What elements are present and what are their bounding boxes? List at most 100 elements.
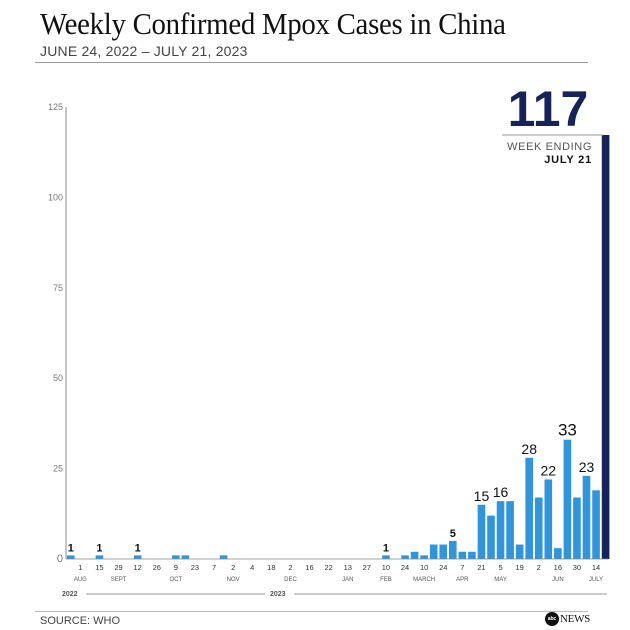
data-label: 15 bbox=[474, 488, 490, 504]
bar bbox=[544, 479, 553, 559]
bar bbox=[401, 555, 409, 559]
x-tick-label: 18 bbox=[267, 563, 275, 572]
x-tick-label: 15 bbox=[95, 563, 103, 572]
x-tick-label: 2 bbox=[537, 563, 541, 572]
bar bbox=[382, 555, 390, 559]
chart-title: Weekly Confirmed Mpox Cases in China bbox=[40, 6, 506, 41]
month-label: MAY bbox=[494, 577, 507, 583]
data-label: 22 bbox=[541, 462, 557, 478]
x-tick-label: 1 bbox=[78, 563, 82, 572]
data-label: 23 bbox=[579, 459, 595, 475]
month-label: OCT bbox=[170, 577, 183, 583]
y-axis: 0 25 50 75 100 125 bbox=[48, 102, 67, 565]
y-tick-label: 125 bbox=[48, 102, 63, 112]
x-tick-label: 24 bbox=[401, 563, 409, 572]
x-tick-label: 10 bbox=[420, 563, 428, 572]
callout: 117 WEEK ENDING JULY 21 bbox=[502, 81, 603, 166]
bar bbox=[449, 540, 457, 559]
callout-value: 117 bbox=[508, 81, 589, 137]
y-tick-label: 100 bbox=[48, 192, 63, 202]
bar bbox=[219, 555, 228, 559]
bar bbox=[592, 490, 600, 559]
month-label: FEB bbox=[380, 577, 392, 583]
data-label: 33 bbox=[558, 421, 577, 440]
x-tick-label: 7 bbox=[460, 563, 464, 572]
logo-text: NEWS bbox=[560, 613, 590, 625]
month-label: JULY bbox=[589, 577, 603, 583]
month-label: JAN bbox=[342, 577, 353, 583]
bar bbox=[582, 475, 591, 559]
month-label: APR bbox=[456, 577, 469, 583]
x-tick-label: 5 bbox=[498, 563, 502, 572]
bar bbox=[172, 555, 180, 559]
data-label: 28 bbox=[521, 441, 537, 457]
footer-divider bbox=[35, 611, 588, 612]
bar bbox=[534, 497, 543, 559]
bar bbox=[477, 504, 486, 559]
bar bbox=[420, 555, 428, 559]
bars bbox=[66, 135, 610, 560]
x-tick-label: 10 bbox=[382, 563, 390, 572]
month-label: DEC bbox=[284, 577, 297, 583]
x-tick-label: 4 bbox=[250, 563, 254, 572]
x-tick-label: 9 bbox=[174, 563, 178, 572]
bar bbox=[410, 551, 419, 559]
callout-label: WEEK ENDING bbox=[507, 141, 592, 153]
x-tick-label: 26 bbox=[153, 563, 161, 572]
bar bbox=[468, 551, 476, 559]
x-tick-label: 30 bbox=[573, 563, 581, 572]
data-label: 1 bbox=[135, 542, 141, 554]
title-divider bbox=[35, 62, 588, 63]
x-tick-label: 14 bbox=[592, 563, 600, 572]
x-tick-label: 19 bbox=[515, 563, 523, 572]
x-tick-label: 22 bbox=[324, 563, 332, 572]
bar bbox=[439, 544, 448, 559]
data-label: 1 bbox=[96, 542, 102, 554]
bar bbox=[506, 501, 514, 559]
data-label: 1 bbox=[383, 542, 389, 554]
x-tick-label: 29 bbox=[114, 563, 122, 572]
bar bbox=[95, 555, 104, 559]
bar bbox=[554, 548, 562, 559]
month-label: MARCH bbox=[413, 577, 435, 583]
bar bbox=[429, 544, 438, 559]
data-label: 16 bbox=[493, 484, 509, 500]
bar bbox=[496, 501, 505, 559]
year-label-2023: 2023 bbox=[270, 591, 286, 598]
x-tick-label: 7 bbox=[212, 563, 216, 572]
x-tick-label: 2 bbox=[231, 563, 235, 572]
bar bbox=[573, 497, 581, 559]
y-tick-label: 25 bbox=[53, 464, 63, 474]
source-note: SOURCE: WHO bbox=[40, 615, 121, 627]
year-label-2022: 2022 bbox=[62, 591, 78, 598]
bar bbox=[67, 555, 75, 559]
y-tick-label: 0 bbox=[57, 553, 63, 565]
month-label: SEPT bbox=[111, 577, 127, 583]
x-tick-label: 24 bbox=[439, 563, 447, 572]
data-label: 5 bbox=[450, 528, 456, 540]
highlight-bar bbox=[601, 135, 610, 559]
month-label: NOV bbox=[227, 577, 240, 583]
bar bbox=[487, 515, 495, 559]
bar bbox=[181, 555, 190, 559]
y-tick-label: 50 bbox=[53, 373, 63, 383]
x-tick-label: 2 bbox=[288, 563, 292, 572]
callout-date: JULY 21 bbox=[544, 154, 592, 166]
data-label: 1 bbox=[68, 542, 74, 554]
x-tick-label: 12 bbox=[133, 563, 141, 572]
x-tick-label: 23 bbox=[191, 563, 199, 572]
abc-logo-icon: abc bbox=[545, 612, 559, 626]
x-tick-label: 27 bbox=[363, 563, 371, 572]
month-label: AUG bbox=[74, 577, 87, 583]
x-tick-label: 21 bbox=[477, 563, 485, 572]
bar bbox=[563, 439, 572, 559]
x-axis: 1 15 29 12 26 9 23 7 2 4 18 2 16 22 13 27 10 24 10 24 7 21 5 19… bbox=[62, 563, 607, 598]
x-tick-label: 16 bbox=[554, 563, 562, 572]
y-tick-label: 75 bbox=[53, 283, 63, 293]
abc-news-logo: abc NEWS bbox=[545, 612, 590, 626]
bar bbox=[525, 457, 533, 559]
bar bbox=[458, 551, 467, 559]
month-label: JUN bbox=[552, 577, 564, 583]
